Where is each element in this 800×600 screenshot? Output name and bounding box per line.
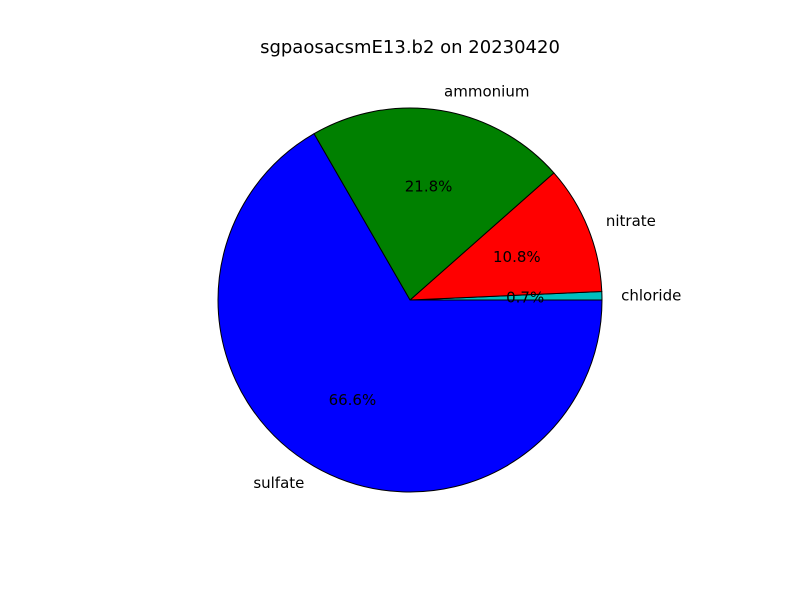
pie-slices — [217, 107, 603, 493]
pie-slice-sulfate — [217, 133, 603, 493]
slice-label-ammonium: ammonium — [444, 83, 529, 101]
chart-title: sgpaosacsmE13.b2 on 20230420 — [260, 37, 560, 58]
pie-slice-ammonium — [313, 107, 555, 301]
slice-pct-label-chloride: 0.7% — [506, 288, 544, 306]
slice-label-nitrate: nitrate — [606, 212, 656, 230]
slice-pct-label-ammonium: 21.8% — [405, 177, 453, 195]
slice-label-sulfate: sulfate — [253, 474, 304, 492]
pie-slice-nitrate — [409, 172, 603, 301]
pie-labels: chloride 0.7% nitrate 10.8% ammonium 21.8% sul… — [253, 83, 681, 492]
slice-pct-label-sulfate: 66.6% — [329, 391, 377, 409]
slice-label-chloride: chloride — [621, 286, 681, 304]
slice-pct-label-nitrate: 10.8% — [493, 248, 541, 266]
